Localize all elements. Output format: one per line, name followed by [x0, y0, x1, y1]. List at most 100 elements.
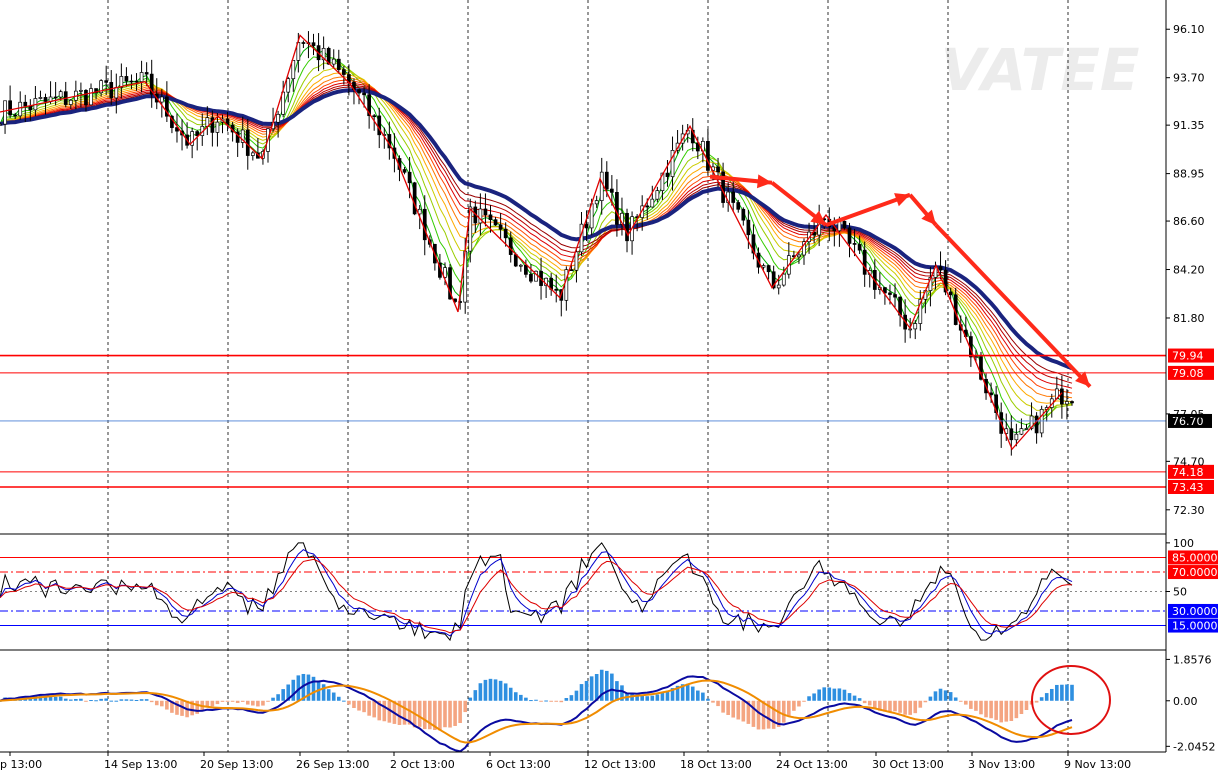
macd-histogram-bar — [58, 696, 63, 701]
candle-body — [301, 42, 306, 44]
candle-body — [94, 88, 98, 94]
candle-body — [761, 265, 766, 268]
macd-histogram-bar — [205, 700, 210, 708]
macd-histogram-bar — [291, 679, 296, 701]
macd-histogram-bar — [1044, 693, 1049, 701]
macd-histogram-bar — [251, 700, 255, 706]
candle-body — [79, 89, 83, 92]
x-tick-label: 18 Oct 13:00 — [680, 758, 752, 771]
candle-body — [165, 96, 169, 117]
candle-body — [195, 131, 200, 137]
oscillator-tick-label: 50 — [1173, 586, 1187, 599]
candle-body — [716, 166, 720, 173]
macd-histogram-bar — [428, 700, 432, 730]
trend-arrow-shaft — [825, 192, 911, 227]
macd-histogram-bar — [746, 700, 751, 724]
candle-body — [331, 58, 336, 65]
rainbow-moving-averages — [0, 45, 1073, 434]
macd-histogram-bar — [422, 700, 427, 730]
candle-body — [190, 131, 195, 146]
candle-body — [99, 80, 103, 94]
macd-histogram-bar — [1060, 684, 1064, 701]
level-badge — [1168, 464, 1214, 479]
macd-histogram-bar — [210, 700, 215, 707]
candle-body — [43, 97, 48, 102]
macd-histogram-bar — [731, 700, 736, 718]
macd-histogram-bar — [721, 700, 725, 713]
candle-body — [893, 294, 897, 298]
candle-body — [751, 234, 756, 254]
oscillator-level-label: 15.0000 — [1172, 620, 1218, 633]
macd-histogram-bar — [766, 700, 771, 729]
macd-histogram-bar — [898, 700, 902, 713]
price-tick-label: 88.95 — [1173, 168, 1205, 181]
candle-body — [670, 150, 675, 177]
macd-histogram-bar — [1009, 700, 1014, 721]
candle-body — [1014, 433, 1019, 441]
candle-body — [240, 129, 245, 143]
macd-histogram-bar — [878, 700, 882, 711]
candle-body — [731, 191, 736, 203]
macd-histogram-bar — [888, 700, 892, 712]
macd-histogram-bar — [448, 700, 452, 728]
macd-histogram-bar — [119, 699, 124, 701]
macd-histogram-bar — [266, 700, 270, 702]
x-tick-label: 14 Sep 13:00 — [104, 758, 177, 771]
level-label: 79.94 — [1172, 350, 1204, 363]
candle-body — [994, 394, 999, 413]
oscillator-level-badge — [1168, 565, 1218, 580]
price-tick-label: 96.10 — [1173, 23, 1205, 36]
macd-histogram-bar — [787, 700, 791, 716]
candle-body — [341, 69, 346, 75]
macd-histogram-bar — [569, 695, 574, 701]
macd-histogram-bar — [604, 670, 609, 701]
candle-body — [771, 271, 776, 289]
macd-histogram-bar — [948, 692, 953, 701]
macd-histogram-bar — [68, 699, 73, 701]
candle-body — [948, 291, 953, 296]
macd-histogram-bar — [240, 700, 245, 702]
moving-average-line — [0, 61, 1073, 420]
candle-body — [3, 100, 7, 125]
macd-histogram-bar — [1024, 700, 1029, 711]
macd-histogram-bar — [1065, 684, 1069, 701]
macd-histogram-bar — [549, 700, 553, 702]
candle-body — [215, 121, 220, 133]
candle-body — [797, 254, 801, 258]
candle-body — [1034, 415, 1039, 434]
trend-arrow-shaft — [934, 223, 1092, 389]
macd-histogram-bar — [559, 700, 564, 703]
macd-histogram-bar — [1055, 684, 1059, 701]
macd-histogram-bar — [984, 700, 988, 718]
macd-histogram-bar — [245, 700, 250, 705]
macd-histogram-bar — [473, 690, 478, 701]
macd-histogram-bar — [645, 696, 650, 701]
candle-body — [13, 114, 18, 117]
macd-histogram-bar — [635, 696, 639, 701]
level-label: 73.43 — [1172, 481, 1204, 494]
macd-histogram-bar — [544, 700, 548, 702]
macd-histogram-bar — [852, 695, 857, 701]
price-levels: 79.94 79.08 74.18 73.43 76.70 — [0, 348, 1214, 494]
macd-histogram-bar — [979, 700, 983, 715]
macd-histogram-bar — [670, 688, 675, 701]
price-tick-label: 93.70 — [1173, 72, 1205, 85]
candle-body — [604, 171, 609, 190]
macd-histogram-bar — [74, 698, 78, 701]
x-tick-label: 24 Oct 13:00 — [776, 758, 848, 771]
macd-histogram-bar — [1070, 684, 1074, 701]
macd-histogram-bar — [665, 691, 670, 701]
macd-histogram-bar — [822, 687, 827, 701]
macd-histogram-bar — [1034, 700, 1039, 703]
macd-histogram-bar — [680, 684, 685, 701]
candle-body — [488, 214, 493, 221]
candle-body — [888, 292, 892, 295]
candle-body — [478, 208, 483, 224]
macd-histogram-bar — [387, 700, 392, 723]
macd-histogram-bar — [716, 700, 720, 707]
macd-histogram-bar — [883, 700, 887, 712]
candle-body — [357, 89, 361, 94]
moving-average-line — [0, 67, 1073, 411]
macd-histogram-bar — [463, 700, 468, 713]
